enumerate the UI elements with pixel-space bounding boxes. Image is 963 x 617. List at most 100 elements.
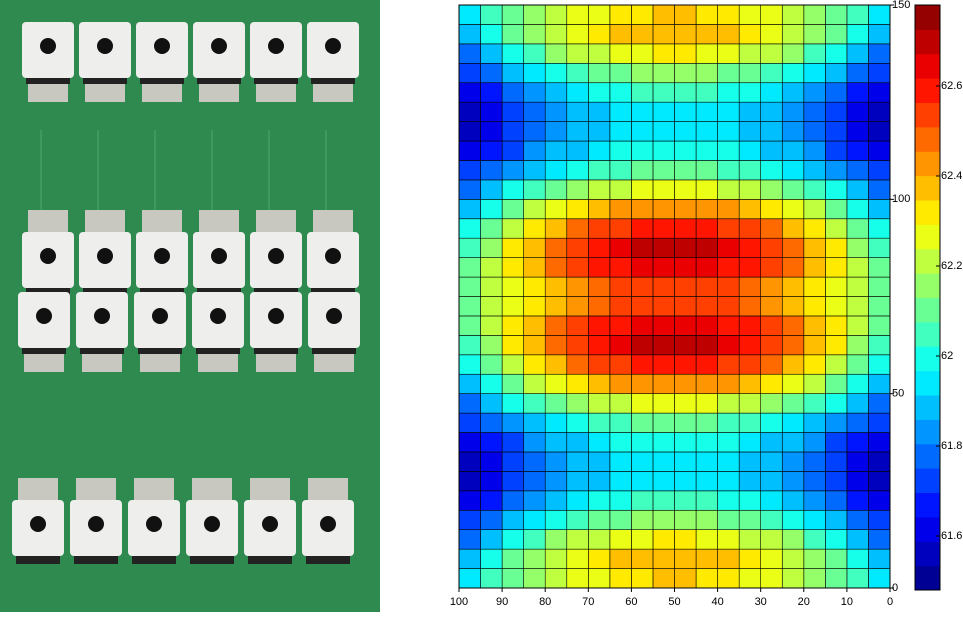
heatmap-cell: [652, 412, 675, 433]
heatmap-cell: [803, 315, 826, 336]
heatmap-cell: [717, 432, 740, 453]
heatmap-cell: [609, 179, 632, 200]
heatmap-cell: [566, 62, 589, 84]
heatmap-cell: [566, 568, 589, 589]
heatmap-cell: [803, 393, 826, 414]
heatmap-cell: [674, 568, 697, 589]
heatmap-cell: [868, 432, 891, 453]
heatmap-cell: [825, 335, 848, 356]
heatmap-cell: [523, 354, 546, 375]
heatmap-cell: [523, 24, 546, 45]
heatmap-cell: [803, 529, 826, 550]
heatmap-cell: [846, 82, 869, 103]
heatmap-cell: [674, 4, 697, 25]
heatmap-cell: [738, 82, 762, 103]
component-hole: [320, 516, 336, 532]
colorbar-tick-label: 62.6: [941, 80, 962, 92]
heatmap-cell: [846, 315, 869, 336]
pcb-trace: [268, 130, 270, 210]
heatmap-cell: [846, 529, 869, 550]
heatmap-cell: [695, 199, 718, 220]
heatmap-cell: [544, 373, 568, 394]
heatmap-cell: [458, 548, 481, 569]
heatmap-cell: [674, 354, 697, 375]
heatmap-cell: [674, 432, 697, 453]
heatmap-cell: [803, 101, 826, 122]
heatmap-cell: [609, 237, 632, 258]
component-tab: [308, 478, 348, 500]
heatmap-cell: [544, 315, 568, 336]
heatmap-cell: [760, 82, 783, 103]
colorbar-band: [915, 541, 940, 567]
heatmap-cell: [544, 548, 568, 569]
heatmap-cell: [480, 471, 503, 492]
heatmap-cell: [609, 393, 632, 414]
heatmap-cell: [803, 412, 826, 433]
component-hole: [97, 38, 113, 54]
pcb-photo: [0, 0, 380, 612]
heatmap-cell: [458, 62, 481, 84]
heatmap-cell: [458, 199, 481, 220]
heatmap-cell: [781, 509, 805, 530]
component-tab: [250, 478, 290, 500]
heatmap-cell: [760, 237, 783, 258]
heatmap-cell: [523, 471, 546, 492]
heatmap-cell: [674, 490, 697, 511]
heatmap-cell: [480, 199, 503, 220]
heatmap-cell: [631, 432, 654, 453]
heatmap-cell: [846, 140, 869, 161]
heatmap-cell: [717, 335, 740, 356]
heatmap-cell: [631, 237, 654, 258]
heatmap-cell: [674, 373, 697, 394]
heatmap-cell: [609, 218, 632, 239]
heatmap-cell: [523, 490, 546, 511]
heatmap-cell: [587, 490, 611, 511]
heatmap-cell: [717, 315, 740, 336]
heatmap-cell: [695, 140, 718, 161]
heatmap-cell: [631, 82, 654, 103]
heatmap-cell: [717, 62, 740, 84]
heatmap-cell: [825, 160, 848, 181]
heatmap-cell: [760, 451, 783, 472]
heatmap-cell: [566, 179, 589, 200]
heatmap-cell: [846, 335, 869, 356]
colorbar-frame: [914, 4, 941, 591]
heatmap-cell: [825, 121, 848, 142]
heatmap-cell: [674, 101, 697, 122]
heatmap-cell: [587, 43, 611, 64]
heatmap-cell: [781, 548, 805, 569]
heatmap-cell: [587, 160, 611, 181]
heatmap-cell: [587, 315, 611, 336]
colorbar-band: [915, 395, 940, 420]
heatmap-cell: [631, 218, 654, 239]
heatmap-cell: [695, 237, 718, 258]
heatmap-cell: [458, 393, 481, 414]
heatmap-cell: [609, 24, 632, 45]
heatmap-cell: [566, 529, 589, 550]
heatmap-cell: [846, 218, 869, 239]
heatmap-cell: [458, 101, 481, 122]
heatmap-cell: [523, 393, 546, 414]
heatmap-cell: [480, 4, 503, 25]
heatmap-cell: [674, 471, 697, 492]
heatmap-cell: [631, 140, 654, 161]
heatmap-cell: [544, 43, 568, 64]
heatmap-cell: [480, 24, 503, 45]
heatmap-cell: [652, 24, 675, 45]
heatmap-cell: [566, 276, 589, 297]
heatmap-cell: [609, 276, 632, 297]
heatmap-cell: [480, 548, 503, 569]
heatmap-cell: [652, 296, 675, 317]
heatmap-cell: [501, 199, 524, 220]
heatmap-cell: [566, 43, 589, 64]
heatmap-cell: [868, 548, 891, 569]
heatmap-cell: [458, 218, 481, 239]
heatmap-cell: [868, 529, 891, 550]
heatmap-cell: [544, 296, 568, 317]
heatmap-cell: [825, 237, 848, 258]
heatmap-cell: [652, 529, 675, 550]
heatmap-cell: [803, 140, 826, 161]
heatmap-cell: [631, 43, 654, 64]
heatmap-cell: [738, 315, 762, 336]
heatmap-cell: [803, 199, 826, 220]
